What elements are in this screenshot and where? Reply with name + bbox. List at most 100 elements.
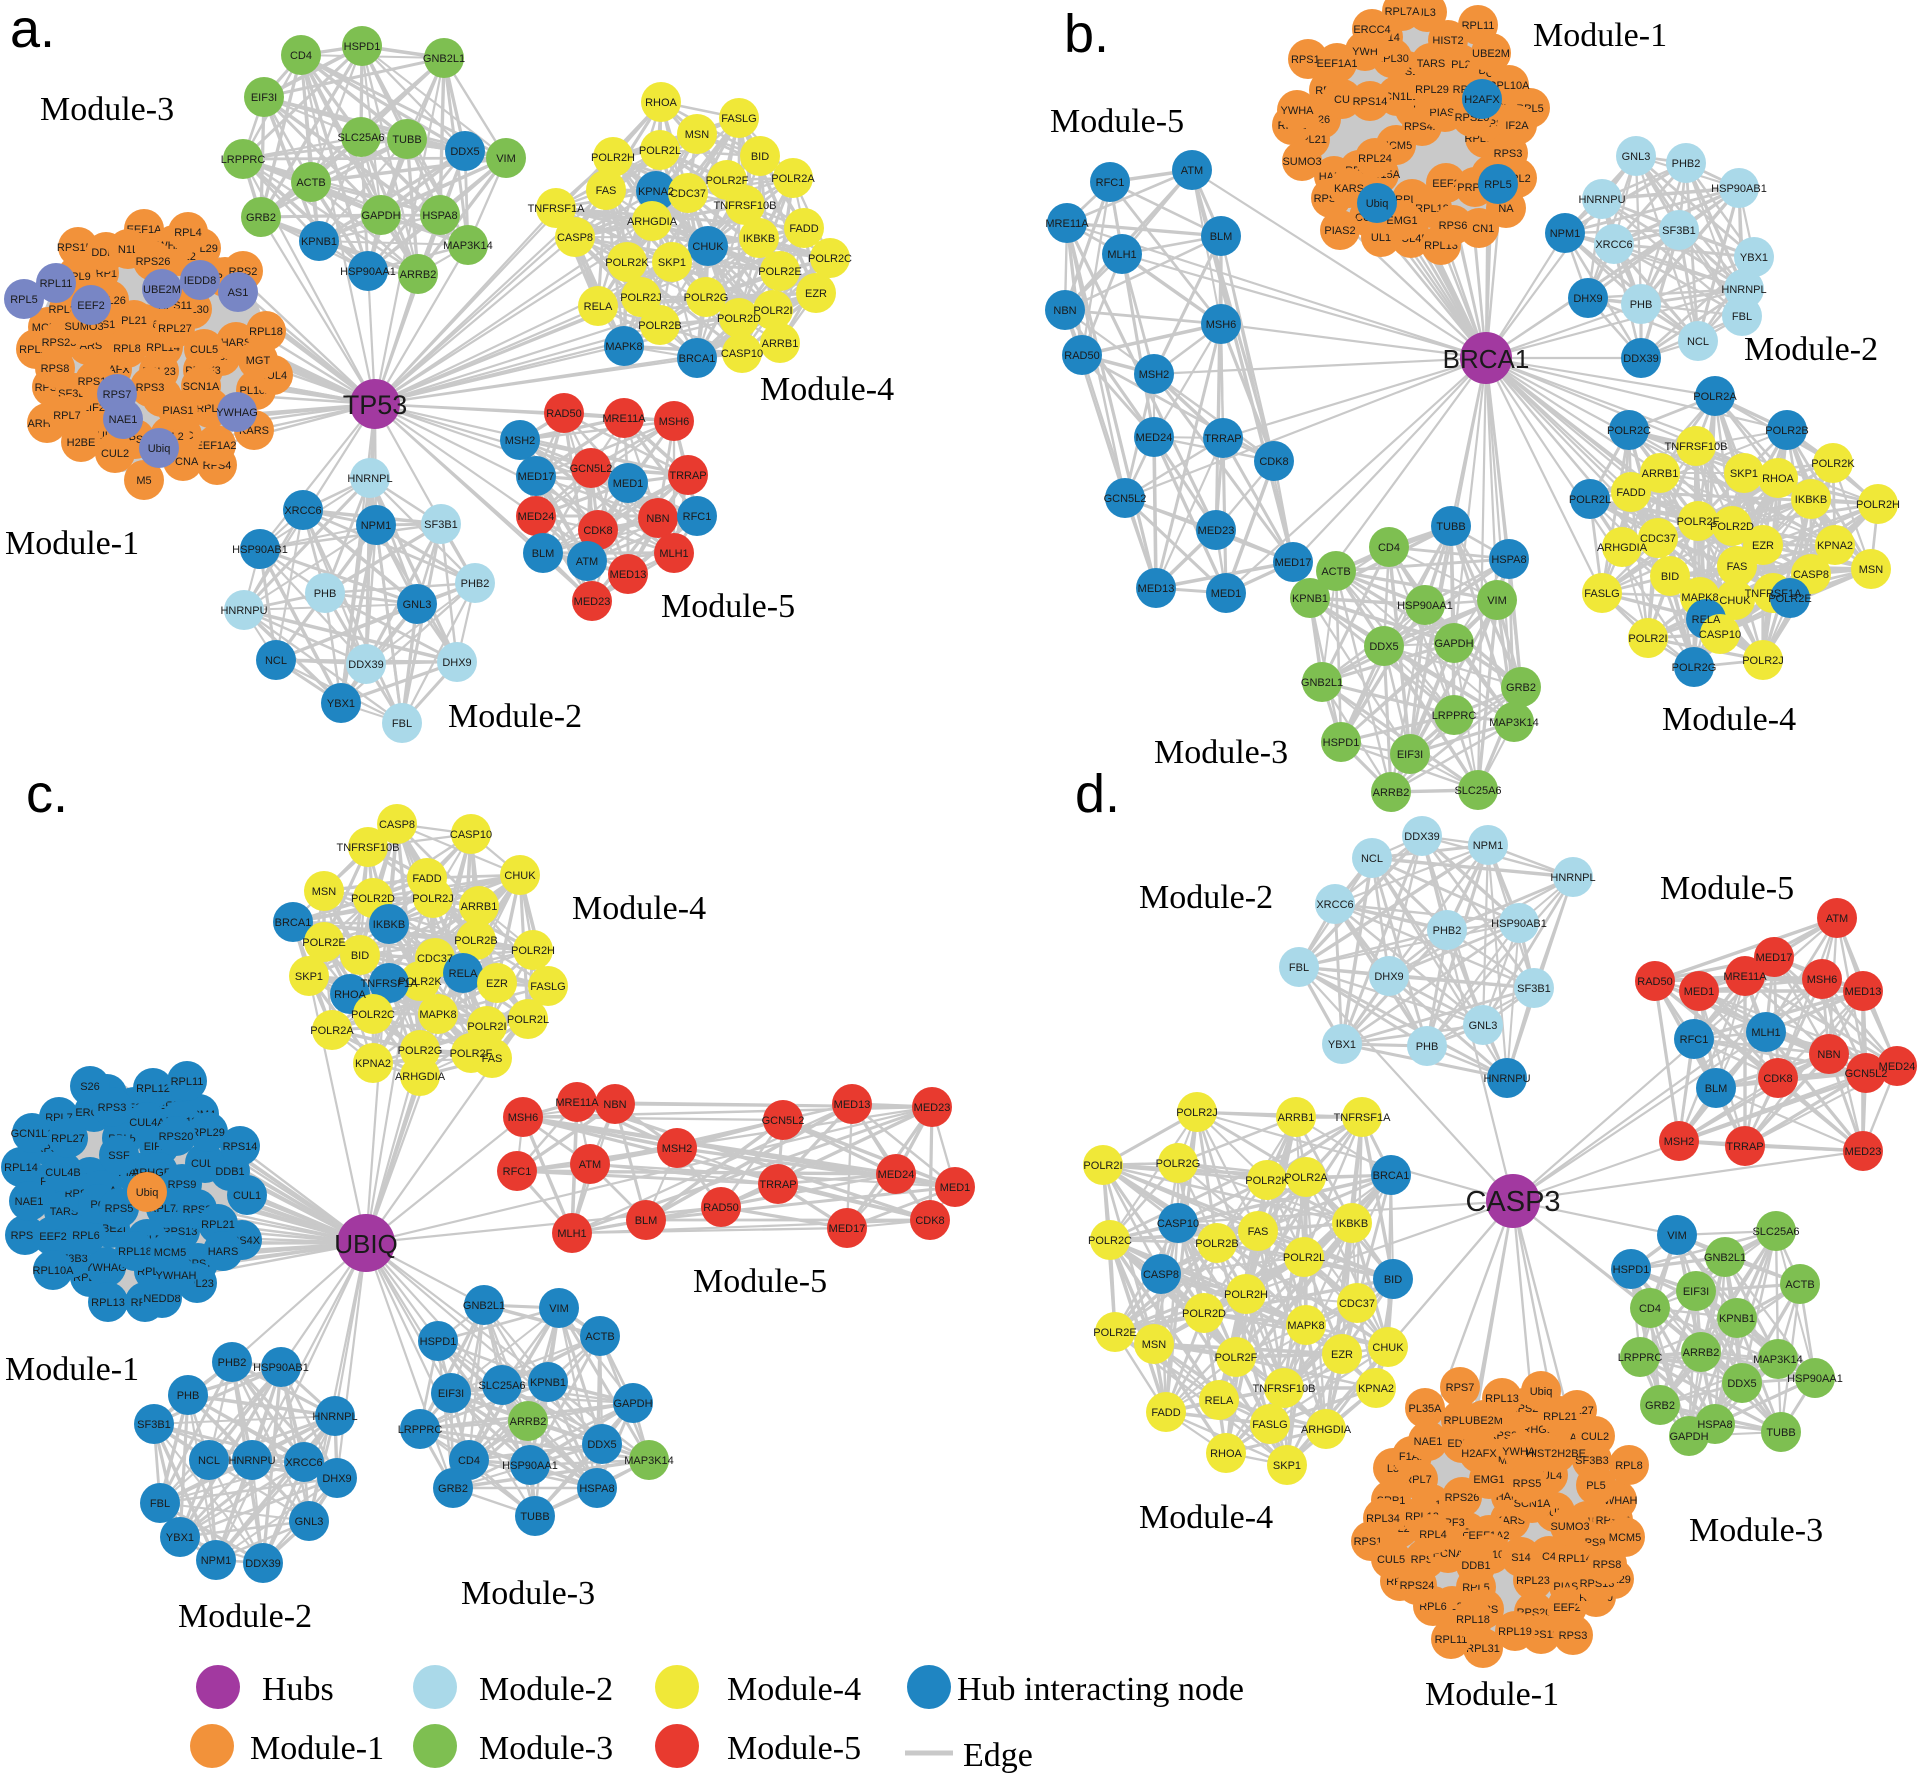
svg-text:RPL8: RPL8 bbox=[1615, 1460, 1643, 1472]
svg-text:Module-4: Module-4 bbox=[727, 1671, 861, 1708]
svg-text:KPNA2: KPNA2 bbox=[638, 186, 674, 198]
svg-text:ARRB2: ARRB2 bbox=[400, 269, 437, 281]
svg-text:PHB: PHB bbox=[314, 588, 337, 600]
svg-text:FBL: FBL bbox=[1732, 311, 1752, 323]
svg-text:CUL5: CUL5 bbox=[190, 344, 218, 356]
svg-text:RELA: RELA bbox=[584, 301, 613, 313]
svg-text:KPNB1: KPNB1 bbox=[1292, 593, 1328, 605]
svg-text:RPL27: RPL27 bbox=[158, 323, 192, 335]
svg-text:POLR2H: POLR2H bbox=[1224, 1289, 1268, 1301]
svg-text:GNL3: GNL3 bbox=[403, 599, 432, 611]
svg-text:POLR2J: POLR2J bbox=[1176, 1107, 1218, 1119]
svg-text:Ubiq: Ubiq bbox=[148, 443, 171, 455]
svg-text:DDX39: DDX39 bbox=[1623, 353, 1658, 365]
svg-text:RAD50: RAD50 bbox=[703, 1202, 738, 1214]
svg-text:NAE1: NAE1 bbox=[109, 414, 138, 426]
svg-text:RFC1: RFC1 bbox=[503, 1166, 532, 1178]
svg-text:MED13: MED13 bbox=[610, 569, 647, 581]
svg-text:RPL7A: RPL7A bbox=[1385, 6, 1421, 18]
svg-text:DDB1: DDB1 bbox=[1461, 1560, 1490, 1572]
svg-text:POLR2K: POLR2K bbox=[398, 976, 442, 988]
svg-text:YWHA: YWHA bbox=[1281, 105, 1315, 117]
svg-text:RPL4: RPL4 bbox=[1419, 1529, 1447, 1541]
svg-text:EEF1A1: EEF1A1 bbox=[1317, 58, 1358, 70]
svg-text:EEF2: EEF2 bbox=[39, 1231, 67, 1243]
svg-text:FASLG: FASLG bbox=[1252, 1419, 1287, 1431]
svg-text:MAP3K14: MAP3K14 bbox=[443, 240, 493, 252]
svg-text:RHOA: RHOA bbox=[645, 97, 677, 109]
svg-text:POLR2D: POLR2D bbox=[717, 313, 761, 325]
svg-text:MED13: MED13 bbox=[1138, 583, 1175, 595]
svg-text:SLC25A6: SLC25A6 bbox=[478, 1380, 525, 1392]
svg-text:CDK8: CDK8 bbox=[915, 1215, 944, 1227]
svg-text:VIM: VIM bbox=[1487, 595, 1507, 607]
svg-text:NEDD8: NEDD8 bbox=[143, 1293, 180, 1305]
svg-text:RAD50: RAD50 bbox=[1064, 350, 1099, 362]
svg-text:Module-3: Module-3 bbox=[40, 91, 174, 128]
svg-text:CHUK: CHUK bbox=[1719, 595, 1751, 607]
svg-text:c.: c. bbox=[26, 764, 68, 824]
svg-text:RPL5: RPL5 bbox=[10, 294, 38, 306]
svg-text:CDC37: CDC37 bbox=[670, 188, 706, 200]
svg-text:RPL27: RPL27 bbox=[51, 1133, 85, 1145]
svg-text:Module-2: Module-2 bbox=[1139, 879, 1273, 916]
svg-text:NA: NA bbox=[1498, 203, 1514, 215]
svg-text:Hubs: Hubs bbox=[262, 1671, 334, 1708]
svg-text:DDX5: DDX5 bbox=[587, 1439, 616, 1451]
svg-text:DDX5: DDX5 bbox=[1727, 1378, 1756, 1390]
svg-text:MSH6: MSH6 bbox=[659, 416, 690, 428]
svg-text:CDC37: CDC37 bbox=[1339, 1298, 1375, 1310]
svg-text:CASP10: CASP10 bbox=[450, 829, 492, 841]
svg-text:Module-3: Module-3 bbox=[479, 1730, 613, 1767]
svg-text:IKBKB: IKBKB bbox=[1795, 494, 1827, 506]
svg-text:BID: BID bbox=[1661, 571, 1679, 583]
svg-text:RAD50: RAD50 bbox=[1637, 976, 1672, 988]
svg-text:MRE11A: MRE11A bbox=[602, 413, 646, 425]
svg-text:POLR2D: POLR2D bbox=[1710, 521, 1754, 533]
svg-text:GRB2: GRB2 bbox=[1506, 682, 1536, 694]
svg-text:RELA: RELA bbox=[1205, 1395, 1234, 1407]
svg-text:VIM: VIM bbox=[549, 1303, 569, 1315]
svg-text:CUL5: CUL5 bbox=[1377, 1554, 1405, 1566]
svg-text:TNFRSF10B: TNFRSF10B bbox=[714, 200, 777, 212]
svg-text:FBL: FBL bbox=[1289, 962, 1309, 974]
svg-text:ARRB1: ARRB1 bbox=[1642, 468, 1679, 480]
svg-text:MLH1: MLH1 bbox=[557, 1228, 586, 1240]
svg-text:RPS24: RPS24 bbox=[1400, 1580, 1435, 1592]
svg-text:POLR2A: POLR2A bbox=[1693, 391, 1737, 403]
svg-text:HSP90AB1: HSP90AB1 bbox=[253, 1362, 309, 1374]
svg-text:RPL29: RPL29 bbox=[191, 1127, 225, 1139]
svg-text:NBN: NBN bbox=[603, 1099, 626, 1111]
svg-text:Module-1: Module-1 bbox=[1425, 1676, 1559, 1713]
svg-text:HIST2H2BE: HIST2H2BE bbox=[1526, 1448, 1586, 1460]
svg-text:CUL4A: CUL4A bbox=[129, 1117, 165, 1129]
svg-text:RPS20: RPS20 bbox=[159, 1131, 194, 1143]
svg-text:DDX39: DDX39 bbox=[348, 659, 383, 671]
svg-text:HSPA8: HSPA8 bbox=[579, 1483, 614, 1495]
svg-text:POLR2H: POLR2H bbox=[591, 152, 635, 164]
svg-text:RPS3: RPS3 bbox=[1559, 1630, 1588, 1642]
svg-text:RPS6: RPS6 bbox=[1439, 220, 1468, 232]
svg-text:Module-1: Module-1 bbox=[5, 1351, 139, 1388]
svg-text:RPL21: RPL21 bbox=[201, 1219, 235, 1231]
svg-text:ATM: ATM bbox=[576, 556, 598, 568]
svg-text:XRCC6: XRCC6 bbox=[1595, 239, 1632, 251]
svg-text:ARHGDIA: ARHGDIA bbox=[627, 216, 678, 228]
svg-text:d.: d. bbox=[1075, 764, 1120, 824]
svg-text:DHX9: DHX9 bbox=[1573, 293, 1602, 305]
svg-text:Module-2: Module-2 bbox=[479, 1671, 613, 1708]
svg-text:MSH6: MSH6 bbox=[1206, 319, 1237, 331]
svg-text:POLR2G: POLR2G bbox=[398, 1045, 443, 1057]
svg-text:SF3B1: SF3B1 bbox=[137, 1419, 171, 1431]
svg-text:GNL3: GNL3 bbox=[1469, 1020, 1498, 1032]
svg-text:POLR2I: POLR2I bbox=[1083, 1160, 1122, 1172]
svg-text:RPL11: RPL11 bbox=[171, 1076, 204, 1088]
svg-text:TRRAP: TRRAP bbox=[1726, 1141, 1763, 1153]
svg-text:CASP8: CASP8 bbox=[557, 232, 593, 244]
svg-text:MSN: MSN bbox=[1859, 564, 1884, 576]
svg-text:FASLG: FASLG bbox=[721, 113, 756, 125]
svg-text:POLR2L: POLR2L bbox=[507, 1014, 549, 1026]
svg-text:BRCA1: BRCA1 bbox=[275, 917, 312, 929]
svg-text:MED1: MED1 bbox=[940, 1182, 971, 1194]
svg-text:POLR2K: POLR2K bbox=[605, 257, 649, 269]
